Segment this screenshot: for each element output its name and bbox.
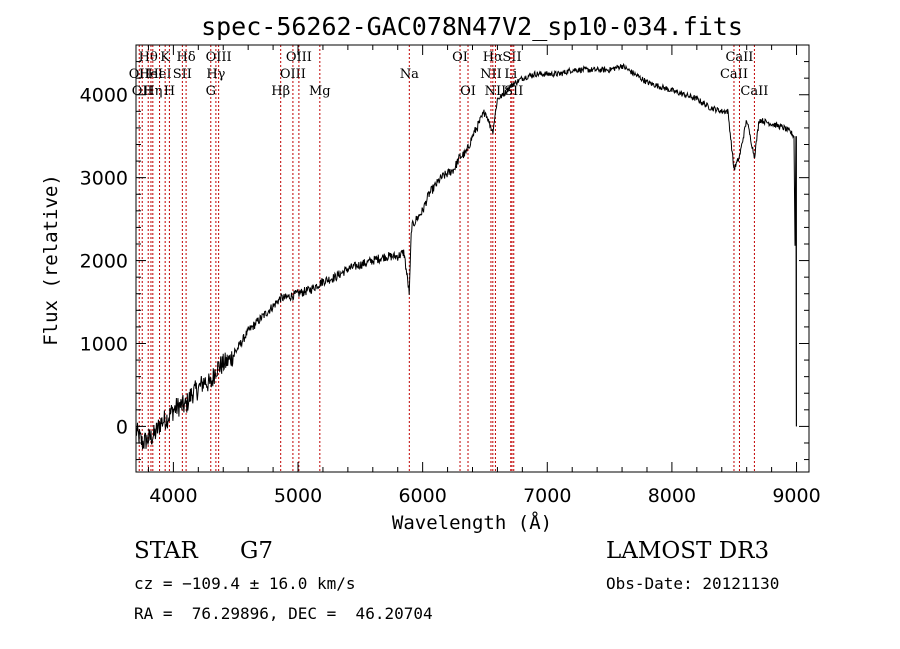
spectral-line-label: Hα	[483, 50, 503, 65]
y-tick-label: 4000	[80, 85, 128, 107]
spectral-line-label: CaII	[720, 67, 748, 82]
survey-name: LAMOST DR3	[606, 538, 770, 564]
y-tick-label: 3000	[80, 168, 128, 190]
x-axis-label: Wavelength (Å)	[392, 511, 552, 534]
spectral-line-label: Hθ	[139, 50, 158, 65]
spectral-line-label: OI	[452, 50, 468, 65]
spectral-line-label: G	[206, 84, 216, 99]
x-tick-label: 7000	[523, 485, 571, 507]
spectral-line-label: Hη	[143, 84, 162, 99]
object-class: STAR	[134, 538, 198, 564]
spectral-lines-layer: OII OII Hθ HeI Hη HeI K H SII Hδ G Hγ OIII Hβ OIII OIII…	[129, 45, 768, 472]
spectrum-layer	[135, 62, 797, 450]
spectral-line-label: Na	[400, 67, 419, 82]
spectral-line-label: HeI	[139, 67, 163, 82]
obs-date: Obs-Date: 20121130	[606, 574, 780, 593]
axis-ticks-layer: 4000 5000 6000 7000 8000 9000 0 1000 2000 3000 400…	[80, 44, 821, 507]
spectral-line-label: SII	[502, 50, 521, 65]
x-tick-label: 4000	[149, 485, 197, 507]
spectral-line-label: Hδ	[177, 50, 196, 65]
x-tick-label: 9000	[772, 485, 820, 507]
spectral-line-label: OIII	[286, 50, 312, 65]
spectral-line-label: CaII	[740, 84, 768, 99]
spectral-line-label: H	[164, 84, 175, 99]
y-tick-label: 0	[116, 416, 128, 438]
spectral-line-label: CaII	[725, 50, 753, 65]
coordinates: RA = 76.29896, DEC = 46.20704	[134, 604, 433, 623]
spectral-line-label: HeI	[147, 67, 171, 82]
y-tick-label: 2000	[80, 251, 128, 273]
spectral-line-label: Hγ	[206, 67, 225, 82]
spectral-line-label: Mg	[309, 84, 331, 99]
spectral-line-label: Li	[504, 67, 517, 82]
x-tick-label: 6000	[398, 485, 446, 507]
y-tick-label: 1000	[80, 333, 128, 355]
x-tick-label: 5000	[274, 485, 322, 507]
plot-frame	[135, 44, 810, 473]
spectral-line-label: Hβ	[271, 84, 290, 99]
object-subclass: G7	[240, 538, 274, 564]
spectral-line-label: OII	[129, 67, 150, 82]
spectral-line-label: OIII	[280, 67, 306, 82]
spectrum-line	[135, 62, 797, 450]
cz-value: cz = −109.4 ± 16.0 km/s	[134, 574, 356, 593]
spectral-line-label: NII	[480, 67, 502, 82]
spectral-line-label: OII	[132, 84, 153, 99]
chart-title: spec-56262-GAC078N47V2_sp10-034.fits	[201, 12, 743, 41]
spectral-line-label: NII	[485, 84, 507, 99]
x-tick-label: 8000	[648, 485, 696, 507]
spectral-line-label: K	[160, 50, 170, 65]
spectral-line-label: OIII	[206, 50, 232, 65]
y-axis-label: Flux (relative)	[40, 174, 62, 346]
spectral-line-label: SII	[173, 67, 192, 82]
spectral-line-label: OI	[460, 84, 476, 99]
